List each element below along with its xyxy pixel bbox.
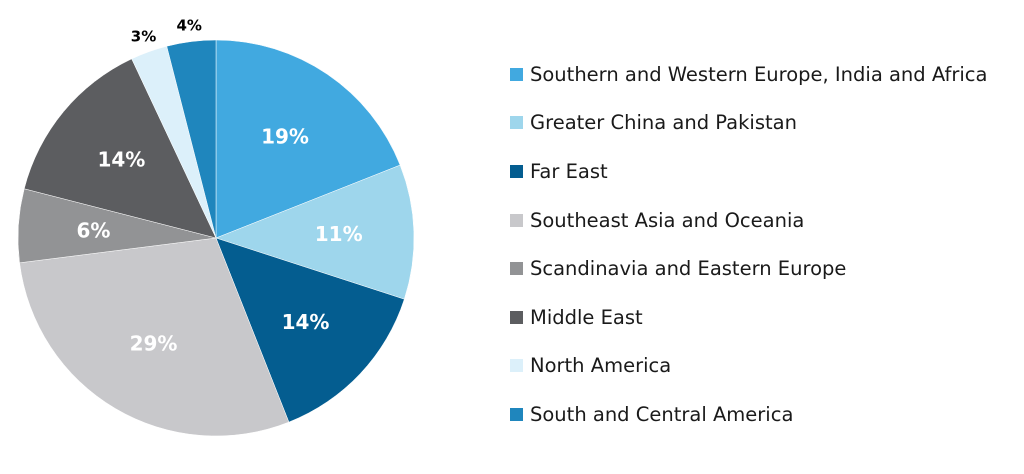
slice-value-label-far-east: 14%: [282, 310, 330, 334]
legend-item-middle-east: Middle East: [510, 293, 1020, 342]
legend-item-far-east: Far East: [510, 147, 1020, 196]
legend-item-greater-china-and-pakistan: Greater China and Pakistan: [510, 99, 1020, 148]
legend-label: Southern and Western Europe, India and A…: [530, 62, 988, 86]
slice-value-label-middle-east: 14%: [97, 148, 145, 172]
legend-swatch: [510, 262, 523, 276]
pie-chart-area: 19% 11% 14% 29% 6% 14% 3% 4%: [0, 0, 440, 474]
legend-label: Greater China and Pakistan: [530, 111, 797, 135]
legend-label: North America: [530, 354, 672, 378]
legend-item-south-and-central-america: South and Central America: [510, 390, 1020, 439]
pie-chart: 19% 11% 14% 29% 6% 14% 3% 4%: [17, 17, 415, 437]
legend-item-north-america: North America: [510, 342, 1020, 391]
pie-slice-greater-china-and-pakistan: [215, 164, 415, 300]
legend-label: Far East: [530, 159, 608, 183]
legend-swatch: [510, 359, 523, 373]
legend-swatch: [510, 310, 523, 324]
legend-label: Scandinavia and Eastern Europe: [530, 257, 847, 281]
pie-slice-southeast-asia-and-oceania: [19, 237, 290, 437]
legend-label: South and Central America: [530, 402, 794, 426]
slice-value-label-southeast-asia-and-oceania: 29%: [130, 332, 178, 356]
chart-legend: Southern and Western Europe, India and A…: [510, 50, 1020, 439]
legend-item-scandinavia-and-eastern-europe: Scandinavia and Eastern Europe: [510, 244, 1020, 293]
legend-swatch: [510, 213, 523, 227]
slice-value-label-north-america: 3%: [131, 28, 156, 46]
pie-slice-far-east: [215, 237, 405, 423]
legend-item-southeast-asia-and-oceania: Southeast Asia and Oceania: [510, 196, 1020, 245]
slice-value-label-south-and-central-america: 4%: [176, 17, 201, 35]
pie-slice-middle-east: [23, 58, 217, 239]
legend-swatch: [510, 164, 523, 178]
legend-label: Southeast Asia and Oceania: [530, 208, 805, 232]
slice-value-label-greater-china-and-pakistan: 11%: [315, 222, 363, 246]
legend-label: Middle East: [530, 305, 643, 329]
pie-slice-south-and-central-america: [166, 39, 217, 239]
legend-swatch: [510, 67, 523, 81]
legend-item-southern-and-western-europe-india-and-africa: Southern and Western Europe, India and A…: [510, 50, 1020, 99]
slice-value-label-southern-and-western-europe-india-and-africa: 19%: [261, 125, 309, 149]
pie-slice-southern-and-western-europe-india-and-africa: [215, 39, 401, 239]
legend-swatch: [510, 407, 523, 421]
slice-value-label-scandinavia-and-eastern-europe: 6%: [77, 218, 111, 242]
legend-swatch: [510, 116, 523, 130]
